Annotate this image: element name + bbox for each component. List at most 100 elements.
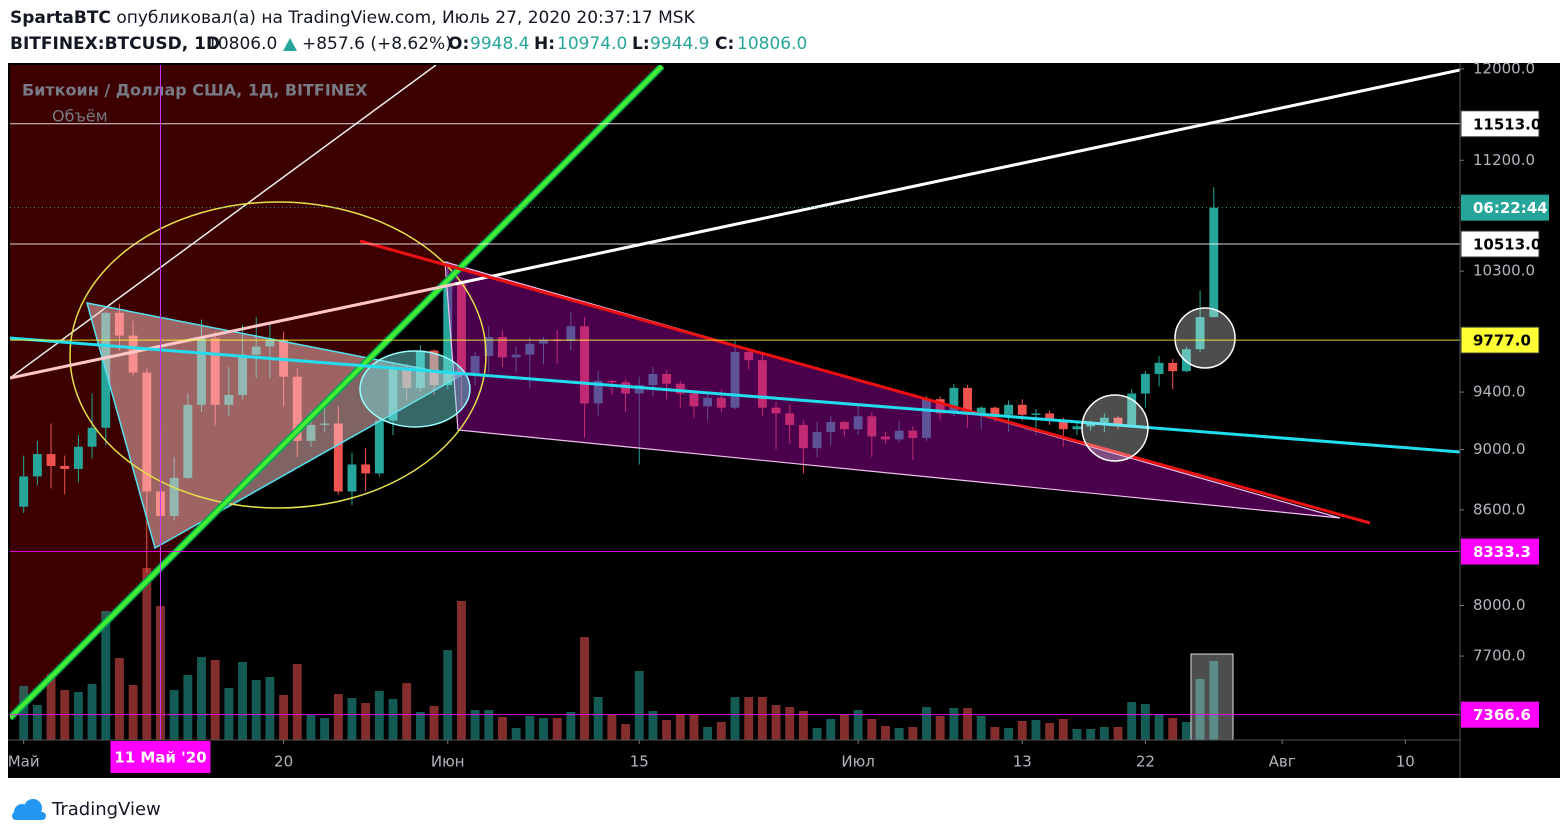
resistance-line	[454, 68, 1460, 286]
legend-entry: Объём	[52, 107, 108, 126]
volume-bar	[429, 706, 439, 740]
volume-bar	[470, 710, 480, 740]
candle-body	[1099, 417, 1109, 424]
candle-body	[1209, 207, 1219, 318]
y-tick-label: 11200.0	[1473, 151, 1535, 169]
y-tick-label: 10300.0	[1473, 262, 1535, 280]
resistance-line	[10, 282, 456, 380]
volume-highlight	[1190, 653, 1234, 740]
author: SpartaBTC	[10, 8, 111, 28]
ellipse	[69, 201, 487, 509]
mask	[0, 740, 8, 780]
volume-bar	[1140, 704, 1150, 740]
published: опубликовал(а) на TradingView.com, Июль …	[116, 8, 695, 28]
volume-bar	[183, 675, 193, 740]
x-tick-label: Июн	[431, 753, 465, 771]
volume-bar	[1113, 727, 1123, 740]
price-label: 9777.0	[1473, 332, 1531, 350]
volume-bar	[1017, 721, 1027, 740]
candle-body	[1195, 317, 1205, 350]
candle-body	[1058, 420, 1068, 430]
x-tick-label: 10	[1396, 753, 1415, 771]
volume-bar	[320, 718, 330, 740]
volume-bar	[703, 727, 713, 740]
candle-body	[333, 423, 343, 492]
volume-bar	[306, 715, 316, 740]
countdown-box	[1461, 194, 1549, 221]
candle-body	[443, 284, 453, 386]
highlight-circle	[1081, 394, 1149, 462]
volume-bar	[1058, 719, 1068, 740]
candle-body	[1113, 417, 1123, 427]
volume-bar	[1045, 723, 1055, 740]
volume-bar	[621, 724, 631, 740]
legend-entry: Биткоин / Доллар США, 1Д, BITFINEX	[22, 81, 368, 100]
volume-bar	[279, 695, 289, 740]
volume-bar	[415, 712, 425, 740]
volume-bar	[976, 716, 986, 740]
price-label: 8333.3	[1473, 543, 1531, 561]
volume-bar	[142, 568, 152, 740]
volume-bar	[826, 719, 836, 740]
volume-bar	[1004, 728, 1014, 740]
candle-body	[1127, 393, 1137, 427]
plot-area: Биткоин / Доллар США, 1Д, BITFINEX Объём	[10, 65, 1460, 740]
candle-body	[1004, 404, 1014, 415]
candle-body	[1017, 404, 1027, 415]
trend-line	[10, 65, 664, 720]
volume-bar	[114, 658, 124, 740]
volume-bar	[634, 671, 644, 740]
low-label: L:	[632, 34, 650, 54]
volume-bar	[935, 716, 945, 740]
volume-bar	[593, 697, 603, 740]
volume-bar	[539, 718, 548, 740]
candle-body	[46, 454, 56, 466]
publisher-line: SpartaBTC опубликовал(а) на TradingView.…	[10, 8, 696, 28]
volume-bar	[757, 697, 767, 740]
candle-body	[374, 420, 384, 474]
y-tick-label: 9400.0	[1473, 383, 1526, 401]
volume-bar	[498, 717, 507, 740]
volume-bar	[1209, 661, 1219, 740]
candle-body	[1154, 362, 1164, 374]
volume-bar	[1127, 702, 1137, 740]
volume-bar	[292, 664, 302, 740]
volume-bar	[525, 716, 535, 740]
candle-body	[1031, 413, 1041, 415]
candle-body	[1168, 362, 1178, 372]
open-label: O:	[448, 34, 469, 54]
volume-bar	[839, 715, 849, 740]
close-value: 10806.0	[737, 34, 807, 54]
x-tick-label: Авг	[1269, 753, 1296, 771]
volume-bar	[894, 728, 904, 740]
volume-bar	[552, 718, 562, 740]
volume-bar	[1031, 720, 1041, 740]
volume-bar	[853, 710, 863, 740]
logo	[12, 799, 46, 820]
y-tick-label: 12000.0	[1473, 59, 1535, 77]
crosshair-label: 11 Май '20	[114, 749, 206, 767]
volume-bar	[73, 692, 83, 740]
volume-bar	[210, 660, 220, 740]
x-tick-label: 15	[630, 753, 649, 771]
candle-body	[976, 407, 986, 415]
last-price: 10806.0	[207, 34, 277, 54]
volume-bar	[1154, 714, 1164, 740]
x-tick-label: 20	[274, 753, 293, 771]
x-tick-label: 22	[1136, 753, 1155, 771]
volume-bar	[32, 705, 42, 740]
volume-bar	[785, 707, 795, 740]
candle-body	[87, 427, 97, 447]
volume-bar	[730, 697, 740, 740]
volume-bar	[87, 684, 97, 740]
volume-bar	[716, 722, 726, 740]
candle-body	[347, 464, 357, 492]
volume-bar	[456, 601, 466, 740]
x-tick-label: Май	[8, 753, 40, 771]
price-label-box	[1460, 326, 1540, 354]
volume-bar	[101, 611, 111, 740]
volume-bar	[224, 688, 234, 740]
down-trend-line	[359, 239, 1371, 525]
volume-bar	[662, 720, 672, 740]
volume-bar	[922, 707, 931, 740]
